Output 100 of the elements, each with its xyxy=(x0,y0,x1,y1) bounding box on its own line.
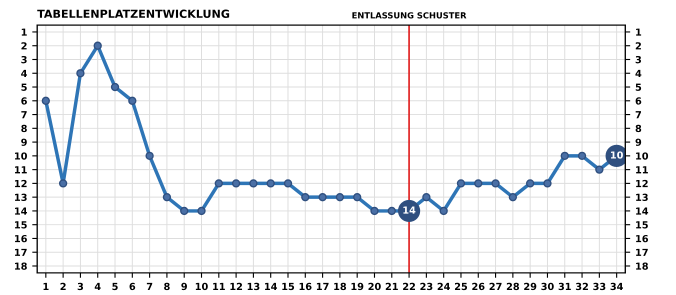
x-tick-label: 34 xyxy=(610,282,623,290)
y2-tick-label: 16 xyxy=(636,234,648,242)
y-tick-label: 18 xyxy=(15,262,27,270)
point xyxy=(197,206,206,216)
x-tick-label: 24 xyxy=(438,282,450,290)
x-tick-label: 33 xyxy=(593,282,606,290)
point xyxy=(578,152,586,160)
chart-title: TABELLENPLATZENTWICKLUNG xyxy=(37,10,230,18)
x-tick-label: 7 xyxy=(146,282,152,290)
point xyxy=(76,69,85,78)
y2-tick-label: 7 xyxy=(636,111,642,118)
point xyxy=(214,179,223,188)
point xyxy=(301,192,310,202)
x-tick-label: 13 xyxy=(248,282,260,290)
x-tick-label: 32 xyxy=(576,282,588,290)
y-tick-label: 15 xyxy=(15,221,27,229)
x-tick-label: 31 xyxy=(558,282,571,290)
point xyxy=(284,179,292,188)
y-tick-label: 8 xyxy=(21,124,27,132)
y-tick-label: 6 xyxy=(21,97,27,105)
point xyxy=(440,206,448,216)
x-tick-label: 8 xyxy=(164,282,170,290)
x-tick-label: 16 xyxy=(300,282,312,290)
point xyxy=(370,206,379,216)
y-tick-label: 4 xyxy=(21,70,28,77)
y2-tick-label: 8 xyxy=(636,124,642,132)
y-tick-label: 10 xyxy=(15,152,27,160)
x-tick-label: 15 xyxy=(282,282,294,290)
y-tick-label: 12 xyxy=(15,180,27,188)
point xyxy=(388,206,396,216)
point xyxy=(180,206,188,216)
x-tick-label: 1 xyxy=(44,282,49,290)
y-tick-label: 13 xyxy=(15,194,27,201)
point xyxy=(508,192,518,202)
y2-tick-label: 3 xyxy=(636,56,642,64)
y-tick-label: 3 xyxy=(21,56,27,64)
x-tick-label: 2 xyxy=(60,282,66,290)
point xyxy=(58,179,68,188)
point xyxy=(336,192,344,202)
data-label: 14 xyxy=(403,206,416,214)
x-tick-label: 19 xyxy=(352,282,364,290)
x-tick-label: 30 xyxy=(541,282,554,290)
y2-tick-label: 9 xyxy=(636,138,642,146)
point xyxy=(422,192,431,202)
y-tick-label: 5 xyxy=(21,84,27,91)
point xyxy=(232,179,240,188)
point xyxy=(526,179,534,188)
x-tick-label: 20 xyxy=(368,282,381,290)
x-tick-label: 21 xyxy=(386,282,398,290)
point xyxy=(474,179,482,188)
y-tick-label: 2 xyxy=(21,42,27,50)
x-tick-label: 12 xyxy=(230,282,242,290)
y2-tick-label: 15 xyxy=(636,221,648,229)
y-tick-label: 9 xyxy=(21,138,27,146)
y2-tick-label: 1 xyxy=(636,28,642,36)
x-tick-label: 6 xyxy=(130,282,136,290)
y-tick-label: 7 xyxy=(21,111,27,118)
point xyxy=(145,152,154,160)
y-tick-label: 16 xyxy=(15,234,27,242)
x-tick-label: 11 xyxy=(213,282,225,290)
y-tick-label: 14 xyxy=(15,208,28,215)
y2-tick-label: 14 xyxy=(636,208,648,215)
x-tick-label: 17 xyxy=(316,282,329,290)
y2-tick-label: 6 xyxy=(636,97,642,105)
x-tick-label: 22 xyxy=(403,282,415,290)
x-tick-label: 23 xyxy=(420,282,432,290)
x-tick-label: 10 xyxy=(196,282,208,290)
point xyxy=(110,82,120,92)
y-tick-label: 11 xyxy=(15,166,27,174)
point xyxy=(560,152,569,160)
point xyxy=(42,96,50,105)
x-tick-label: 25 xyxy=(454,282,468,290)
x-tick-label: 4 xyxy=(94,282,101,290)
y2-tick-label: 13 xyxy=(636,194,648,201)
y2-tick-label: 2 xyxy=(636,42,641,50)
y2-tick-label: 18 xyxy=(636,262,648,270)
point xyxy=(266,179,275,188)
point xyxy=(318,192,327,202)
ref-line-label: ENTLASSUNG SCHUSTER xyxy=(352,12,466,19)
y-tick-label: 1 xyxy=(22,28,27,36)
y2-tick-label: 5 xyxy=(636,84,642,91)
point xyxy=(595,165,604,174)
y2-tick-label: 12 xyxy=(636,180,648,188)
point xyxy=(491,179,500,188)
y2-tick-label: 10 xyxy=(636,152,648,160)
point xyxy=(94,42,102,50)
point xyxy=(128,96,136,105)
x-tick-label: 26 xyxy=(472,282,485,290)
x-tick-label: 3 xyxy=(78,282,84,290)
y2-tick-label: 11 xyxy=(636,166,648,174)
point xyxy=(249,179,258,188)
data-label: 10 xyxy=(610,151,623,159)
point xyxy=(353,192,362,202)
x-tick-label: 14 xyxy=(265,282,278,290)
x-tick-label: 18 xyxy=(334,282,346,290)
x-tick-label: 5 xyxy=(112,282,118,290)
point xyxy=(162,192,172,202)
x-tick-label: 27 xyxy=(490,282,502,290)
x-tick-label: 29 xyxy=(524,282,536,290)
x-tick-label: 9 xyxy=(181,282,187,290)
